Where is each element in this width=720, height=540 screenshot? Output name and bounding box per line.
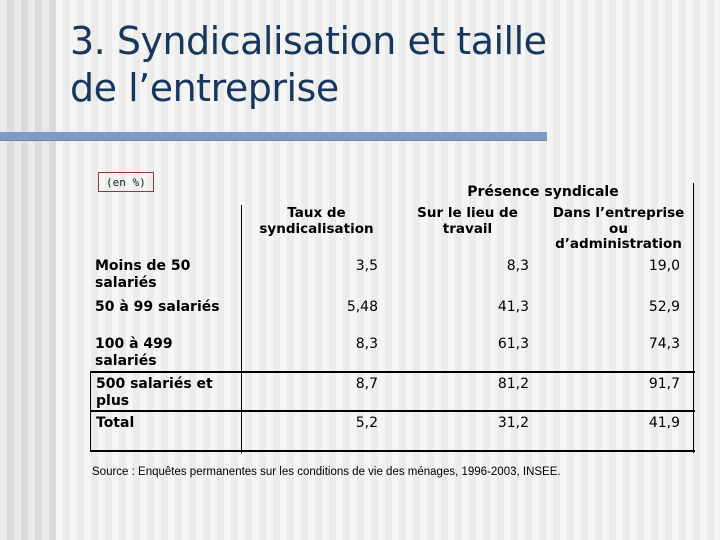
value-cell: 8,3 xyxy=(355,336,378,352)
row-label: Moins de 50 salariés xyxy=(95,258,191,291)
source-note: Source : Enquêtes permanentes sur les co… xyxy=(92,466,561,478)
group-header-presence: Présence syndicale xyxy=(467,184,619,200)
unit-label-box: (en %) xyxy=(98,172,154,192)
value-cell: 8,3 xyxy=(506,258,529,274)
table-right-border-line xyxy=(693,183,694,453)
data-table: (en %) Présence syndicale Taux de syndic… xyxy=(90,172,695,453)
table-row: Moins de 50 salariés 3,5 8,3 19,0 xyxy=(90,255,695,296)
row-label: Total xyxy=(90,412,241,450)
value-cell: 81,2 xyxy=(497,376,529,392)
value-cell: 41,9 xyxy=(648,415,680,431)
value-cell: 52,9 xyxy=(648,299,680,315)
row-label: 100 à 499 salariés xyxy=(95,336,173,369)
value-cell: 8,7 xyxy=(355,376,378,392)
value-cell: 19,0 xyxy=(648,258,680,274)
table-row: 500 salariés et plus 8,7 81,2 91,7 xyxy=(90,371,695,410)
column-separator-line xyxy=(241,205,242,453)
value-cell: 74,3 xyxy=(648,336,680,352)
page-title: 3. Syndicalisation et taille de l’entrepr… xyxy=(70,18,690,112)
value-cell: 41,3 xyxy=(497,299,529,315)
row-label: 50 à 99 salariés xyxy=(95,299,220,315)
value-cell: 3,5 xyxy=(355,258,378,274)
table-rows: Moins de 50 salariés 3,5 8,3 19,0 50 à 9… xyxy=(90,255,695,452)
table-row: 50 à 99 salariés 5,48 41,3 52,9 xyxy=(90,296,695,333)
table-row: 100 à 499 salariés 8,3 61,3 74,3 xyxy=(90,333,695,371)
title-line-1: 3. Syndicalisation et taille xyxy=(70,19,547,63)
value-cell: 5,48 xyxy=(346,299,378,315)
column-header-lieu: Sur le lieu de travail xyxy=(417,205,518,237)
value-cell: 61,3 xyxy=(497,336,529,352)
title-underline-rule xyxy=(0,132,547,141)
row-label: 500 salariés et plus xyxy=(90,373,241,410)
value-cell: 91,7 xyxy=(648,376,680,392)
column-header-entreprise: Dans l’entreprise ou d’administration xyxy=(552,205,685,252)
title-line-2: de l’entreprise xyxy=(70,66,339,110)
left-stripe-band xyxy=(0,0,56,540)
column-header-taux: Taux de syndicalisation xyxy=(259,205,374,237)
value-cell: 5,2 xyxy=(355,415,378,431)
value-cell: 31,2 xyxy=(497,415,529,431)
table-row: Total 5,2 31,2 41,9 xyxy=(90,410,695,452)
